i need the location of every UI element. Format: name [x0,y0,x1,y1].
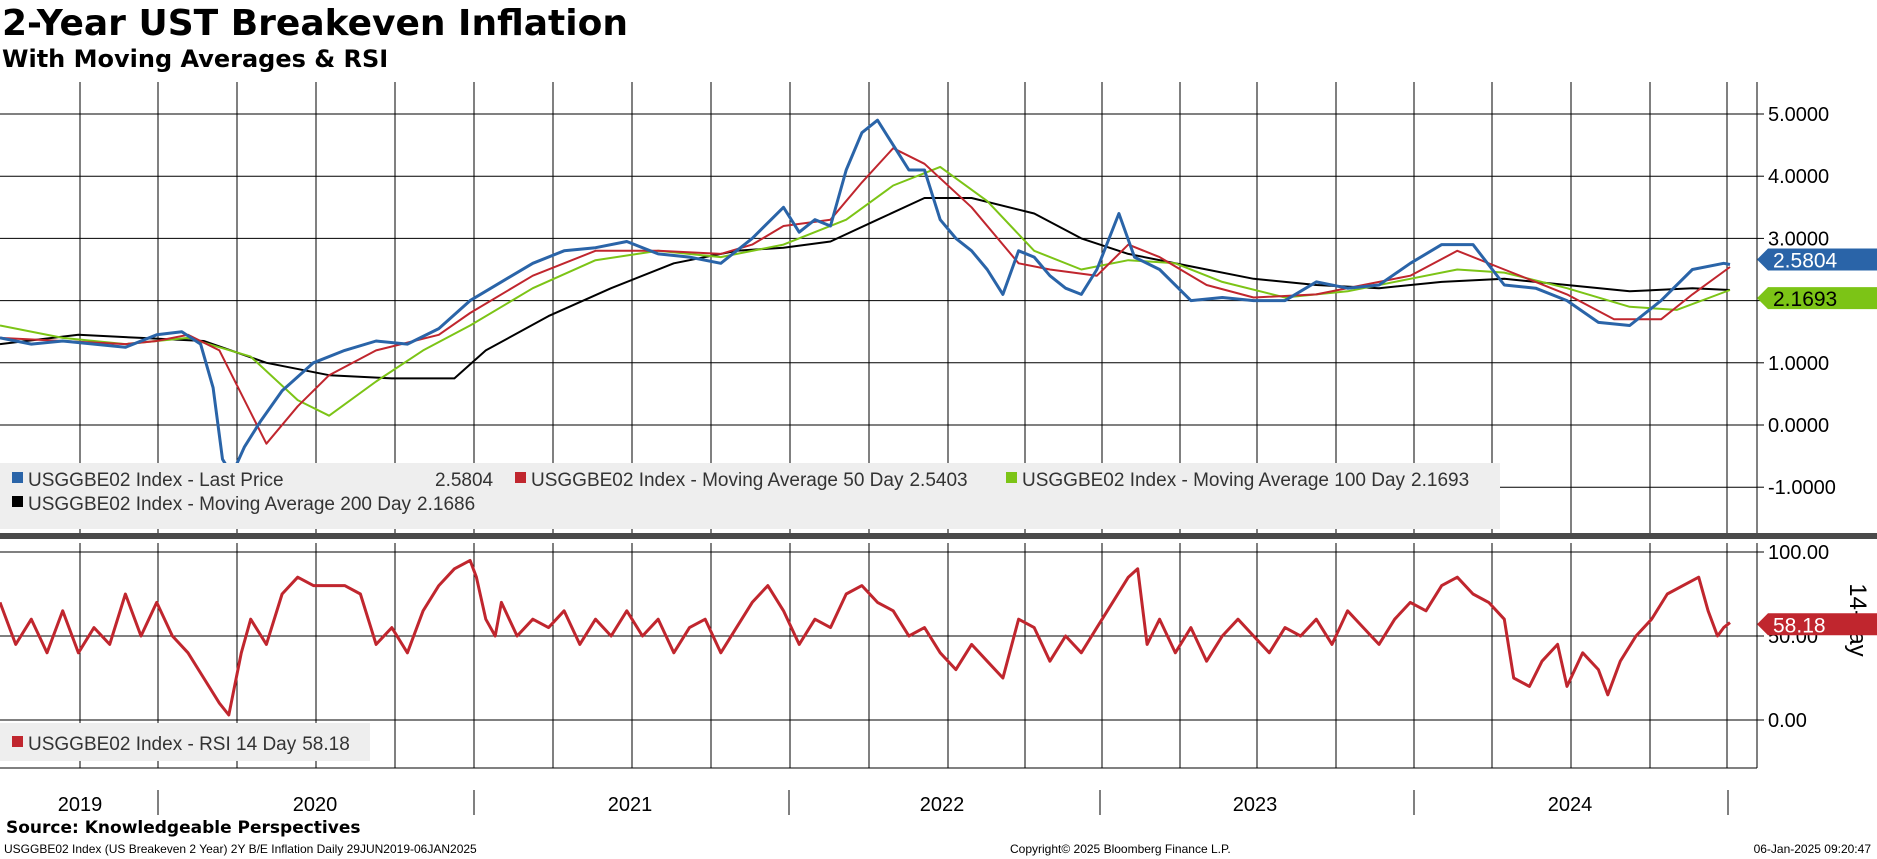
source-note: Source: Knowledgeable Perspectives [6,818,361,838]
x-tick-label: 2024 [1548,794,1593,816]
lower-panel-grid [0,543,1757,768]
y-tick-label: 0.0000 [1768,415,1829,437]
legend-swatch [12,472,23,483]
chart-title: 2-Year UST Breakeven Inflation [2,3,628,44]
ma100-tag-shape [1757,287,1877,310]
series-line [0,197,1731,380]
legends: USGGBE02 Index - Last Price 2.5804 USGGBE0… [0,463,1500,761]
legend-swatch [515,472,526,483]
legend-swatch [12,496,23,507]
rsi-tick-label: 100.00 [1768,542,1829,564]
legend-label: USGGBE02 Index - Moving Average 100 Day 2… [1022,470,1469,491]
y-tick-label: 5.0000 [1768,104,1829,126]
last-price-tag-shape [1757,248,1877,271]
legend-label: USGGBE02 Index - Last Price [28,470,284,491]
value-tags: 2.5804 2.1693 58.18 [1757,248,1877,637]
series-line [0,118,1731,477]
footer-copyright: Copyright© 2025 Bloomberg Finance L.P. [1010,842,1231,856]
rsi-line [0,558,1731,717]
x-tick-label: 2019 [58,794,103,816]
lower-panel-lines [0,558,1731,717]
rsi-tag-shape [1757,613,1877,636]
x-tick-label: 2021 [608,794,653,816]
legend-value: 2.5804 [435,470,494,491]
legend-value: 2.1693 [1411,470,1469,491]
y-tick-label: 4.0000 [1768,166,1829,188]
legend-swatch [1006,472,1017,483]
lower-legend-box [0,723,370,761]
upper-legend-box [0,463,1500,529]
series-line [0,165,1731,417]
legend-value: 2.1686 [417,494,475,515]
y-tick-label: -1.0000 [1768,477,1836,499]
rsi-tick-label: 0.00 [1768,710,1807,732]
rsi-legend-swatch [12,736,23,747]
x-tick-label: 2023 [1233,794,1278,816]
series-line [0,147,1731,445]
rsi-legend-label: USGGBE02 Index - RSI 14 Day 58.18 [28,734,350,755]
chart-subtitle: With Moving Averages & RSI [2,45,389,73]
rsi-tag: 58.18 [1757,613,1877,637]
footer-description: USGGBE02 Index (US Breakeven 2 Year) 2Y … [4,842,477,856]
panel-separator [0,533,1877,539]
last-price-tag-text: 2.5804 [1773,249,1838,272]
y-tick-label: 1.0000 [1768,353,1829,375]
last-price-tag: 2.5804 [1757,248,1877,272]
ma100-tag-text: 2.1693 [1773,288,1837,311]
legend-value: 2.5403 [909,470,967,491]
upper-panel-lines [0,118,1731,477]
rsi-legend-value: 58.18 [302,734,350,755]
legend-label: USGGBE02 Index - Moving Average 50 Day 2.… [531,470,968,491]
axes: 5.00004.00003.00002.00001.00000.0000-1.0… [0,82,1877,816]
x-tick-label: 2022 [920,794,965,816]
y-tick-label: 3.0000 [1768,228,1829,250]
x-tick-label: 2020 [293,794,338,816]
legend-label: USGGBE02 Index - Moving Average 200 Day 2… [28,494,475,515]
rsi-tag-text: 58.18 [1773,614,1826,637]
footer-timestamp: 06-Jan-2025 09:20:47 [1753,842,1871,856]
ma100-tag: 2.1693 [1757,287,1877,311]
